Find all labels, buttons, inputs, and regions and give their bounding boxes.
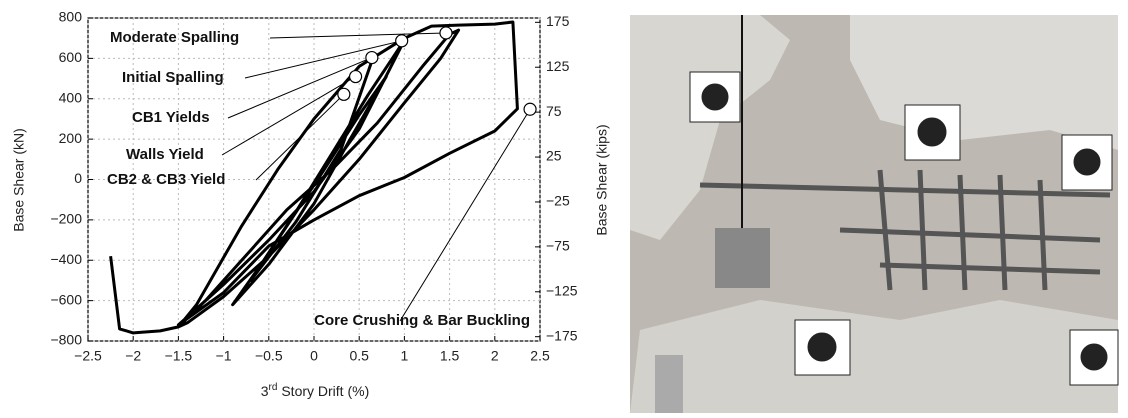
y2-tick-label: 25 xyxy=(546,148,562,164)
y2-axis-label: Base Shear (kips) xyxy=(594,124,610,235)
y-axis-label: Base Shear (kN) xyxy=(11,128,27,231)
y2-tick-label: −175 xyxy=(546,327,578,343)
annotation-label: CB2 & CB3 Yield xyxy=(107,171,225,188)
x-tick-label: 2.5 xyxy=(530,348,550,364)
y2-tick-label: −75 xyxy=(546,238,570,254)
y-tick-label: −600 xyxy=(50,291,82,307)
annotation-leader xyxy=(399,108,531,322)
annotation-leader xyxy=(227,57,373,119)
y2-tick-label: −125 xyxy=(546,282,578,298)
x-tick-label: 1.5 xyxy=(440,348,460,364)
photo xyxy=(630,15,1119,413)
rebars xyxy=(699,169,1111,291)
y-tick-label: −400 xyxy=(50,251,82,267)
annotation-marker xyxy=(348,69,363,84)
y-tick-label: 400 xyxy=(59,89,83,105)
sensor xyxy=(715,228,770,288)
y-tick-label: 800 xyxy=(59,9,83,25)
annotation-leader xyxy=(269,32,446,39)
load-cell xyxy=(655,355,683,413)
hysteresis-line xyxy=(109,20,519,335)
y-tick-label: 200 xyxy=(59,130,83,146)
y2-tick-label: 175 xyxy=(546,13,570,29)
annotation-marker xyxy=(365,50,379,65)
annotation-label: Core Crushing & Bar Buckling xyxy=(314,312,530,329)
x-label-part: Story Drift (%) xyxy=(277,383,369,399)
x-tick-label: −1 xyxy=(216,348,232,364)
annotation-leader xyxy=(255,93,345,181)
y2-tick-label: 75 xyxy=(546,103,562,119)
wall-surface xyxy=(630,15,790,240)
x-label-part: 3 xyxy=(261,383,269,399)
annotation-leader xyxy=(244,40,402,79)
annotation-leader xyxy=(221,76,356,156)
y2-tick-label: 125 xyxy=(546,58,570,74)
annotation-marker xyxy=(395,34,409,48)
x-tick-label: 0.5 xyxy=(349,348,369,364)
annotation-marker xyxy=(337,87,351,101)
wall-surface xyxy=(630,300,1118,413)
x-tick-label: 2 xyxy=(491,348,499,364)
y-tick-label: 0 xyxy=(74,170,82,186)
annotation-label: Moderate Spalling xyxy=(110,29,239,46)
annotation-label: CB1 Yields xyxy=(132,109,210,126)
x-axis-label: 3rd Story Drift (%) xyxy=(261,382,369,399)
annotation-marker xyxy=(439,26,453,40)
annotation-label: Initial Spalling xyxy=(122,69,224,86)
y2-tick-label: −25 xyxy=(546,193,570,209)
y-tick-label: −200 xyxy=(50,211,82,227)
y-tick-label: 600 xyxy=(59,49,83,65)
y-tick-label: −800 xyxy=(50,332,82,348)
annotation-marker xyxy=(523,102,537,116)
targets xyxy=(689,71,1119,386)
x-tick-label: 1 xyxy=(401,348,409,364)
x-tick-label: −2 xyxy=(125,348,141,364)
x-tick-label: −0.5 xyxy=(255,348,283,364)
x-tick-label: 0 xyxy=(310,348,318,364)
annotation-label: Walls Yield xyxy=(126,146,204,163)
x-tick-label: −2.5 xyxy=(74,348,102,364)
x-tick-label: −1.5 xyxy=(165,348,193,364)
x-label-superscript: rd xyxy=(269,382,278,393)
